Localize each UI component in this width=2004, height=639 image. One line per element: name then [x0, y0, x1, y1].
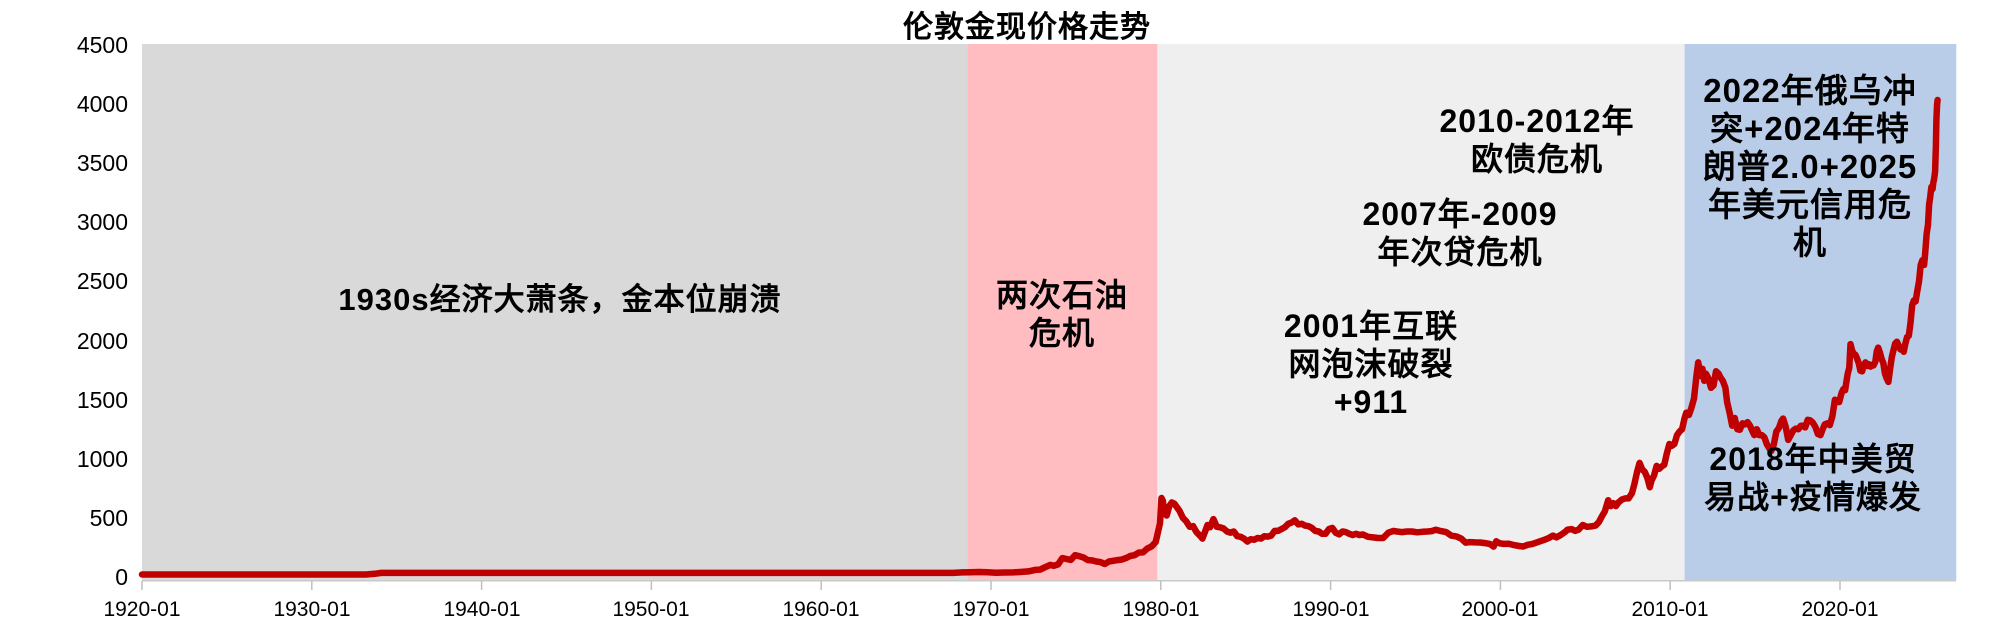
x-label-2010: 2010-01 [1631, 598, 1709, 621]
y-label-2500: 2500 [76, 268, 128, 294]
annotation-great-depression: 1930s经济大萧条，金本位崩溃 [338, 281, 781, 319]
y-label-3000: 3000 [76, 209, 128, 235]
annotation-line: 机 [1793, 224, 1827, 261]
x-label-1930: 1930-01 [273, 598, 351, 621]
annotation-line: 网泡沫破裂 [1288, 346, 1454, 382]
annotation-line: 朗普2.0+2025 [1702, 148, 1918, 185]
annotation-line: 易战+疫情爆发 [1704, 479, 1922, 515]
annotation-line: 1930s经济大萧条，金本位崩溃 [338, 282, 782, 317]
x-label-1950: 1950-01 [612, 598, 690, 621]
y-label-500: 500 [89, 505, 128, 531]
annotation-line: 2022年俄乌冲 [1703, 72, 1917, 109]
x-label-1920: 1920-01 [103, 598, 181, 621]
y-label-4500: 4500 [76, 32, 128, 58]
annotation-line: 2001年互联 [1283, 308, 1459, 344]
y-label-1500: 1500 [76, 387, 128, 413]
annotation-line: 年次贷危机 [1377, 234, 1543, 270]
annotation-line: 两次石油 [995, 277, 1129, 313]
annotation-trade-war-covid: 2018年中美贸 易战+疫情爆发 [1704, 440, 1922, 516]
x-label-2020: 2020-01 [1801, 598, 1879, 621]
annotation-line: 2007年-2009 [1362, 196, 1558, 232]
chart-title: 伦敦金现价格走势 [903, 11, 1151, 44]
y-label-4000: 4000 [76, 91, 128, 117]
x-label-2000: 2000-01 [1461, 598, 1539, 621]
annotation-line: 欧债危机 [1470, 141, 1604, 177]
annotation-euro-debt-crisis: 2010-2012年 欧债危机 [1439, 102, 1634, 178]
region-oil-crises-era [967, 44, 1158, 580]
annotation-oil-crises: 两次石油 危机 [996, 276, 1128, 352]
annotation-dotcom-911: 2001年互联 网泡沫破裂 +911 [1284, 307, 1458, 421]
region-gold-standard-era [142, 44, 968, 580]
annotation-line: 2010-2012年 [1439, 103, 1635, 139]
x-label-1980: 1980-01 [1122, 598, 1200, 621]
x-label-1970: 1970-01 [952, 598, 1030, 621]
annotation-recent-crises: 2022年俄乌冲 突+2024年特 朗普2.0+2025 年美元信用危机 [1703, 72, 1918, 262]
annotation-line: 2018年中美贸 [1709, 441, 1917, 477]
y-label-0: 0 [115, 564, 128, 590]
region-post-1980-era [1157, 44, 1685, 580]
annotation-line: +911 [1333, 384, 1409, 420]
annotation-line: 危机 [1028, 315, 1096, 351]
x-label-1960: 1960-01 [782, 598, 860, 621]
y-label-3500: 3500 [76, 150, 128, 176]
x-label-1940: 1940-01 [443, 598, 521, 621]
x-label-1990: 1990-01 [1292, 598, 1370, 621]
annotation-line: 年美元信用危 [1708, 186, 1912, 223]
annotation-line: 突+2024年特 [1710, 110, 1910, 147]
annotation-subprime-crisis: 2007年-2009 年次贷危机 [1362, 195, 1557, 271]
y-label-2000: 2000 [76, 328, 128, 354]
y-label-1000: 1000 [76, 446, 128, 472]
price-line [138, 96, 1941, 578]
